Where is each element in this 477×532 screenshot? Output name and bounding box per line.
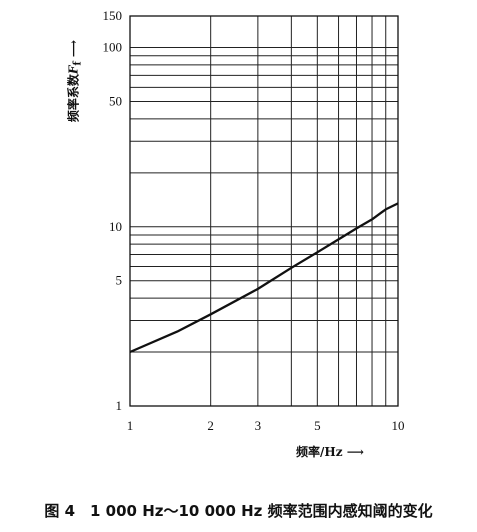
x-axis-label-text: 频率/Hz bbox=[296, 445, 343, 459]
x-tick-label: 5 bbox=[314, 418, 321, 433]
figure-caption: 图 4 1 000 Hz～10 000 Hz 频率范围内感知阈的变化 bbox=[44, 502, 433, 520]
vertical-gridlines bbox=[129, 16, 399, 406]
y-tick-label: 1 bbox=[116, 398, 123, 413]
y-tick-label: 50 bbox=[109, 94, 122, 109]
horizontal-gridlines bbox=[130, 15, 398, 407]
y-axis-label-symbol: F bbox=[66, 65, 81, 75]
x-tick-label: 10 bbox=[392, 418, 405, 433]
plot-frame bbox=[129, 15, 399, 407]
y-tick-label: 150 bbox=[103, 8, 123, 23]
y-tick-label: 10 bbox=[109, 219, 122, 234]
x-axis-arrow: ⟶ bbox=[346, 445, 364, 459]
x-axis-label: 频率/Hz ⟶ bbox=[296, 443, 364, 460]
y-tick-labels: 1 5 10 50 100 150 bbox=[103, 8, 123, 413]
y-axis-label: 频率系数Ff ⟶ bbox=[64, 26, 84, 136]
y-tick-label: 100 bbox=[103, 40, 123, 55]
y-axis-label-text: 频率系数 bbox=[66, 74, 81, 123]
series-curve bbox=[129, 202, 399, 354]
y-axis-arrow: ⟶ bbox=[66, 39, 81, 58]
y-tick-label: 5 bbox=[116, 273, 123, 288]
y-axis-label-subscript: f bbox=[72, 61, 84, 66]
x-tick-labels: 1 2 3 5 10 bbox=[127, 418, 405, 433]
x-tick-label: 2 bbox=[207, 418, 214, 433]
x-tick-label: 1 bbox=[127, 418, 134, 433]
x-tick-label: 3 bbox=[255, 418, 262, 433]
